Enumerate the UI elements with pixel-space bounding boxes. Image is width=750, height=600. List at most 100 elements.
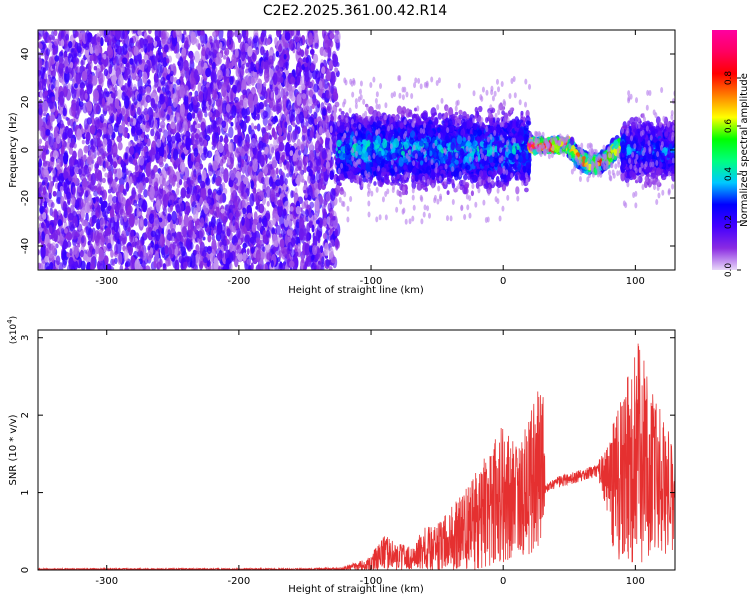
spectrogram-cell xyxy=(53,131,59,138)
spectrogram-cell xyxy=(290,130,297,143)
spectrogram-cell xyxy=(311,224,315,233)
spectrogram-cell xyxy=(74,62,78,72)
spectrogram-cell xyxy=(67,41,73,49)
spectrogram-cell xyxy=(145,86,151,94)
spectrogram-cell xyxy=(193,147,199,157)
spectrogram-cell xyxy=(330,84,334,95)
spectrogram-cell xyxy=(170,228,176,242)
spectrogram-cell xyxy=(44,90,48,97)
spectrogram-cell xyxy=(314,212,319,219)
spectrogram-cell xyxy=(165,257,171,267)
spectrogram-cell xyxy=(117,252,123,265)
spectrogram-cell xyxy=(139,219,144,228)
spectrogram-cell xyxy=(266,200,270,207)
spectrogram-cell xyxy=(123,72,129,81)
spectrogram-cell xyxy=(200,59,205,68)
spectrogram-cell xyxy=(175,204,181,213)
spectrogram-cell xyxy=(157,46,162,56)
spectrogram-cell xyxy=(100,73,105,83)
spectrogram-cell xyxy=(183,30,187,36)
spectrogram-cell xyxy=(221,83,227,98)
spectrogram-cell xyxy=(241,63,245,70)
spectrogram-cell xyxy=(141,200,148,213)
spectrogram-cell xyxy=(233,177,238,184)
spectrogram-cell xyxy=(331,50,337,62)
spectrogram-cell xyxy=(326,167,331,176)
spectrogram-cell xyxy=(174,259,180,270)
spectrogram-cell xyxy=(302,57,307,63)
spectrogram-cell xyxy=(154,83,158,88)
spectrogram-cell xyxy=(81,70,88,82)
spectrogram-cell xyxy=(287,124,293,133)
spectrogram-cell xyxy=(192,188,198,202)
spectrogram-cell xyxy=(182,120,188,133)
spectrogram-cell xyxy=(272,53,276,62)
spectrogram-cell xyxy=(49,262,54,270)
spectrogram-cell xyxy=(196,102,200,108)
spectrogram-cell xyxy=(112,161,118,169)
spectrogram-cell xyxy=(119,233,126,246)
spectrogram-cell xyxy=(55,255,61,266)
spectrogram-cell xyxy=(315,156,322,167)
spectrogram-cell xyxy=(219,135,224,143)
spectrogram-cell xyxy=(284,32,291,41)
spectrogram-cell xyxy=(322,217,327,226)
spectrogram-cell xyxy=(175,112,181,123)
spectrogram-cell xyxy=(334,30,341,44)
spectrogram-cell xyxy=(222,239,227,246)
spectrogram-cell xyxy=(112,168,117,174)
spectrogram-cell xyxy=(186,186,190,195)
spectrogram-cell xyxy=(298,149,302,156)
spectrogram-cell xyxy=(51,64,56,70)
spectrogram-cell xyxy=(51,233,58,242)
spectrogram-cell xyxy=(315,219,320,225)
spectrogram-cell xyxy=(278,43,282,53)
spectrogram-cell xyxy=(199,237,203,246)
spectrogram-cell xyxy=(84,92,88,100)
spectrogram-cell xyxy=(301,232,307,241)
spectrogram-cell xyxy=(264,166,268,175)
spectrogram-cell xyxy=(258,140,264,151)
spectrogram-cell xyxy=(246,115,251,122)
spectrogram-cell xyxy=(260,46,265,56)
spectrogram-cell xyxy=(257,239,262,247)
spectrogram-cell xyxy=(175,158,181,168)
spectrogram-cell xyxy=(60,30,65,39)
spectrogram-cell xyxy=(51,44,56,50)
spectrogram-cell xyxy=(40,222,45,229)
spectrogram-cell xyxy=(257,263,263,270)
spectrogram-cell xyxy=(314,42,319,49)
spectrogram-cell xyxy=(123,248,129,262)
spectrogram-cell xyxy=(114,84,118,92)
spectrogram-cell xyxy=(117,202,124,218)
spectrogram-cell xyxy=(72,215,78,229)
spectrogram-cell xyxy=(119,264,124,270)
spectrogram-cell xyxy=(109,208,115,218)
spectrogram-cell xyxy=(213,39,220,54)
spectrogram-cell xyxy=(122,43,128,55)
spectrogram-cell xyxy=(172,92,179,108)
spectrogram-cell xyxy=(191,110,196,120)
spectrogram-cell xyxy=(330,257,336,264)
spectrogram-cell xyxy=(202,86,208,101)
spectrogram-cell xyxy=(106,242,112,249)
spectrogram-cell xyxy=(138,59,143,65)
spectrogram-cell xyxy=(266,252,272,261)
spectrogram-cell xyxy=(51,84,55,91)
spectrogram-cell xyxy=(275,64,279,71)
spectrogram-cell xyxy=(158,93,165,105)
spectrogram-cell xyxy=(271,233,278,247)
spectrogram-cell xyxy=(224,204,230,216)
spectrogram-cell xyxy=(99,113,105,124)
spectrogram-cell xyxy=(134,258,141,270)
spectrogram-cell xyxy=(313,83,319,93)
spectrogram-cell xyxy=(110,249,114,258)
spectrogram-cell xyxy=(212,160,219,171)
spectrogram-cell xyxy=(270,260,274,268)
spectrogram-cell xyxy=(211,132,216,144)
spectrogram-cell xyxy=(249,160,253,167)
spectrogram-cell xyxy=(212,210,218,219)
spectrogram-cell xyxy=(207,87,212,97)
spectrogram-cell xyxy=(282,248,288,258)
